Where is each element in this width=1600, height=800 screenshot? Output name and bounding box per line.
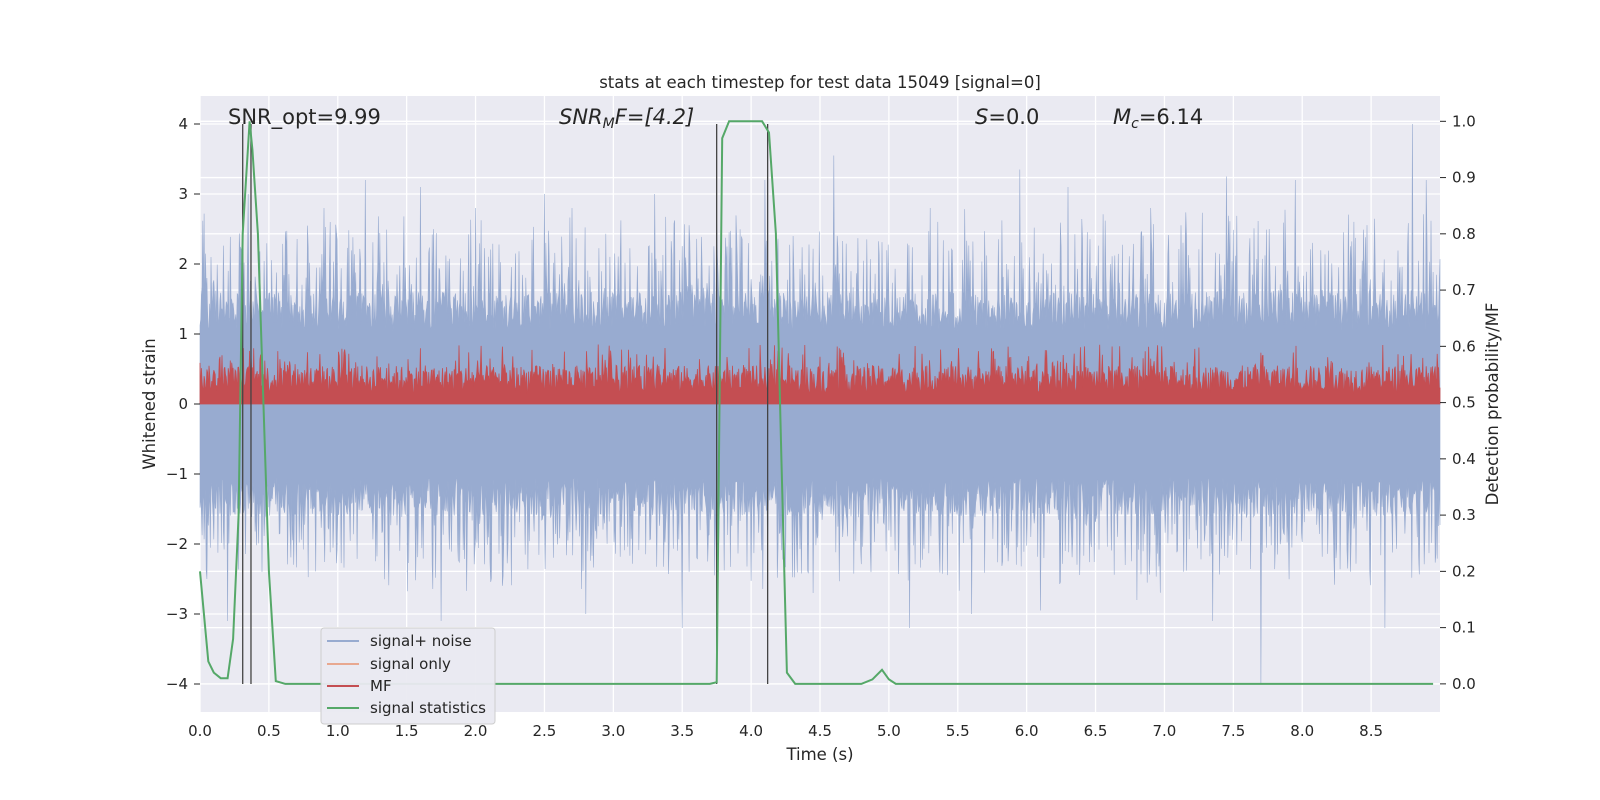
x-tick-label: 1.0 — [326, 722, 350, 740]
x-tick-label: 6.0 — [1015, 722, 1039, 740]
y-tick-label: −4 — [166, 675, 188, 693]
annotation-s-rest: =0.0 — [988, 105, 1039, 129]
y2-tick-label: 1.0 — [1452, 112, 1476, 130]
legend-label-signal-noise: signal+ noise — [370, 632, 472, 650]
x-tick-label: 7.5 — [1221, 722, 1245, 740]
annotation-snr-mf-rest: F=[4.2] — [615, 105, 694, 129]
legend-label-signal-statistics: signal statistics — [370, 699, 486, 717]
x-tick-label: 0.0 — [188, 722, 212, 740]
y2-tick-label: 0.2 — [1452, 562, 1476, 580]
annotation-mc: Mc=6.14 — [1113, 105, 1203, 132]
y-tick-label: −3 — [166, 605, 188, 623]
y2-tick-label: 0.4 — [1452, 450, 1476, 468]
y-axis-label: Whitened strain — [140, 338, 159, 469]
x-tick-label: 8.0 — [1290, 722, 1314, 740]
x-tick-label: 3.0 — [601, 722, 625, 740]
annotation-snr-mf-sub: M — [603, 116, 615, 132]
y-tick-label: 1 — [178, 325, 188, 343]
legend-label-signal-only: signal only — [370, 655, 451, 673]
x-tick-label: 0.5 — [257, 722, 281, 740]
y-tick-label: 4 — [178, 115, 188, 133]
annotation-snr-mf: SNRMF=[4.2] — [559, 105, 694, 132]
y2-tick-label: 0.3 — [1452, 506, 1476, 524]
y-tick-label: 2 — [178, 255, 188, 273]
mf-band — [199, 344, 1441, 405]
mf-series — [199, 344, 1441, 405]
legend: signal+ noise signal only MF signal stat… — [320, 627, 496, 725]
annotation-snr-mf-base: SNR — [559, 105, 603, 129]
y2-tick-label: 0.0 — [1452, 675, 1476, 693]
x-tick-label: 5.5 — [946, 722, 970, 740]
y2-tick-label: 0.9 — [1452, 169, 1476, 187]
y-tick-label: −2 — [166, 535, 188, 553]
legend-box — [320, 627, 496, 725]
y2-tick-label: 0.7 — [1452, 281, 1476, 299]
x-tick-label: 3.5 — [670, 722, 694, 740]
y-tick-label: 3 — [178, 185, 188, 203]
x-tick-label: 2.0 — [464, 722, 488, 740]
annotation-mc-base: M — [1113, 105, 1131, 129]
signal-statistics-line — [199, 120, 1434, 685]
annotation-mc-rest: =6.14 — [1139, 105, 1203, 129]
x-tick-label: 4.5 — [808, 722, 832, 740]
x-axis-ticks: 0.0 0.5 1.0 1.5 2.0 2.5 3.0 3.5 4.0 4.5 5.0 5.5 6.0 6… — [188, 722, 1383, 740]
x-axis-label: Time (s) — [785, 745, 853, 764]
annotation-s-italic: S — [975, 105, 988, 129]
x-tick-label: 6.5 — [1084, 722, 1108, 740]
annotation-s: S=0.0 — [975, 105, 1039, 129]
y2-tick-label: 0.6 — [1452, 337, 1476, 355]
y-tick-label: 0 — [178, 395, 188, 413]
y2-tick-label: 0.5 — [1452, 394, 1476, 412]
y2-axis-ticks: 1.0 0.9 0.8 0.7 0.6 0.5 0.4 0.3 0.2 0.1 0.0 — [1440, 112, 1476, 693]
chart-title: stats at each timestep for test data 150… — [599, 73, 1041, 92]
y2-tick-label: 0.8 — [1452, 225, 1476, 243]
x-tick-label: 5.0 — [877, 722, 901, 740]
x-tick-label: 1.5 — [395, 722, 419, 740]
y2-axis-label: Detection probability/MF — [1483, 303, 1502, 506]
x-tick-label: 8.5 — [1359, 722, 1383, 740]
legend-label-mf: MF — [370, 677, 392, 695]
annotation-mc-sub: c — [1131, 116, 1139, 132]
x-tick-label: 2.5 — [533, 722, 557, 740]
signal-statistics-series — [199, 120, 1434, 685]
annotation-snr-opt: SNR_opt=9.99 — [228, 105, 381, 130]
y-tick-label: −1 — [166, 465, 188, 483]
x-tick-label: 7.0 — [1153, 722, 1177, 740]
y-axis-ticks: 4 3 2 1 0 −1 −2 −3 −4 — [166, 115, 200, 693]
x-tick-label: 4.0 — [739, 722, 763, 740]
y2-tick-label: 0.1 — [1452, 619, 1476, 637]
